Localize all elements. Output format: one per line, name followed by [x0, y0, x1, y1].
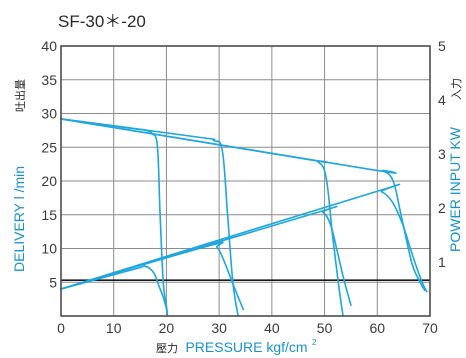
power-input-curve-8	[60, 183, 428, 293]
x-axis-label-line: 壓力 PRESSURE kgf/cm 2	[156, 338, 317, 356]
left-y-tick-label-20: 20	[41, 173, 57, 189]
power-input-curve-7	[60, 205, 352, 306]
left-y-tick-label-25: 25	[41, 139, 57, 155]
left-y-axis-jp-label-group: 吐出量	[13, 79, 27, 112]
x-tick-labels: 0 10 20 30 40 50 60 70	[57, 320, 438, 336]
left-y-tick-label-35: 35	[41, 72, 57, 88]
right-y-tick-label-1: 1	[438, 254, 446, 270]
right-y-tick-label-5: 5	[438, 38, 446, 54]
x-tick-label-60: 60	[369, 320, 385, 336]
right-y-tick-label-4: 4	[438, 92, 446, 108]
x-tick-label-50: 50	[317, 320, 333, 336]
right-y-axis-jp-label: 入力	[450, 78, 463, 100]
delivery-curve-1	[60, 118, 169, 317]
right-y-tick-labels: 1 2 3 4 5	[438, 38, 446, 270]
x-tick-label-10: 10	[106, 320, 122, 336]
right-y-tick-label-3: 3	[438, 146, 446, 162]
left-y-tick-label-15: 15	[41, 207, 57, 223]
x-tick-label-40: 40	[264, 320, 280, 336]
left-y-axis-jp-label: 吐出量	[13, 79, 27, 112]
x-axis-jp-label: 壓力	[156, 342, 178, 355]
curve-group	[60, 118, 428, 317]
power-input-curve-5	[60, 264, 168, 312]
plot-frame	[60, 45, 431, 317]
power-input-curve-6	[60, 241, 245, 311]
x-tick-label-30: 30	[211, 320, 227, 336]
right-y-axis-label: POWER INPUT KW	[447, 126, 463, 252]
left-y-tick-label-40: 40	[41, 38, 57, 54]
left-y-tick-labels: 5 10 15 20 25 30 35 40	[41, 38, 57, 290]
right-y-axis-label-group: POWER INPUT KW	[447, 126, 463, 252]
x-axis-unit-superscript: 2	[312, 338, 317, 347]
x-tick-label-20: 20	[159, 320, 175, 336]
delivery-curve-4	[60, 118, 426, 292]
x-axis-label: PRESSURE kgf/cm	[185, 339, 307, 355]
left-y-tick-label-30: 30	[41, 106, 57, 122]
delivery-curve-2	[60, 118, 239, 317]
left-y-tick-label-5: 5	[49, 274, 57, 290]
left-y-axis-label-group: DELIVERY l /min	[11, 166, 27, 272]
x-tick-label-70: 70	[422, 320, 438, 336]
left-y-tick-label-10: 10	[41, 241, 57, 257]
chart-title: SF-30＊-20	[58, 12, 146, 31]
x-tick-label-0: 0	[57, 320, 65, 336]
right-y-tick-label-2: 2	[438, 200, 446, 216]
left-y-axis-label: DELIVERY l /min	[11, 166, 27, 272]
grid-lines	[61, 46, 430, 316]
right-y-axis-jp-label-group: 入力	[450, 78, 463, 100]
plot-frame-group	[60, 45, 431, 317]
